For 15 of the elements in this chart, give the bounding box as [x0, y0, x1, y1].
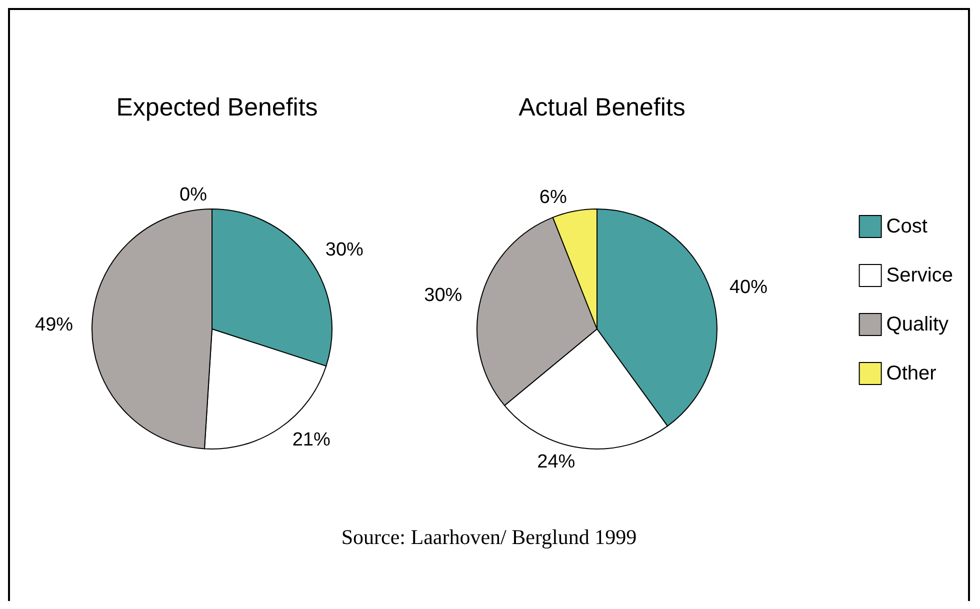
- data-label: 21%: [292, 429, 330, 450]
- data-label: 30%: [424, 285, 462, 306]
- data-label: 24%: [537, 451, 576, 472]
- legend-label: Service: [886, 264, 954, 286]
- data-label: 6%: [539, 186, 567, 208]
- data-label: 40%: [729, 277, 768, 298]
- slice-label: Expected Benefits: [116, 94, 318, 122]
- text: 0%: [180, 184, 207, 206]
- data-label: 49%: [35, 314, 74, 336]
- legend-label: Quality: [886, 314, 949, 336]
- data-label: 30%: [325, 240, 364, 261]
- slice-label: Actual Benefits: [518, 94, 686, 122]
- source-note: Source: Laarhoven/ Berglund 1999: [340, 525, 638, 550]
- legend-label: Other: [886, 362, 937, 384]
- legend-label: Cost: [886, 216, 928, 238]
